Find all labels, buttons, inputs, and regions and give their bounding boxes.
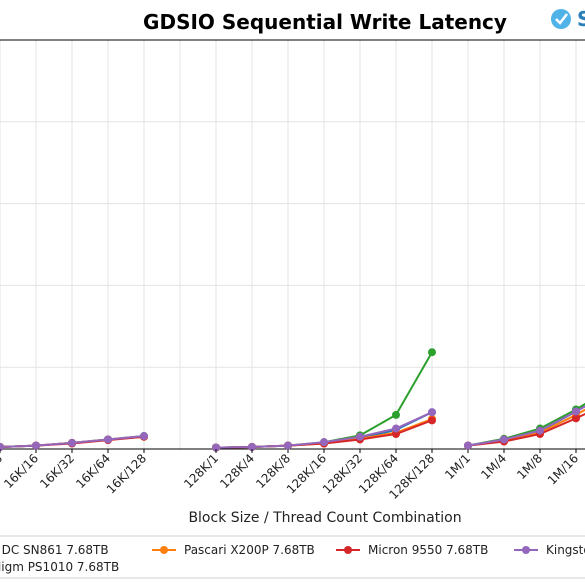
data-point [500,435,508,444]
brand-logo: S [551,7,585,31]
data-point [32,441,40,450]
x-tick-label: 128K/4 [217,451,257,491]
data-point [428,416,436,425]
series-group [0,348,585,452]
legend-swatch-marker [344,546,352,554]
logo-text: S [577,7,585,31]
legend-item: Pascari X200P 7.68TB [152,543,315,557]
legend-item: Disk DC SN861 7.68TB [0,543,109,557]
legend-item: Micron 9550 7.68TB [336,543,488,557]
plot-frame [0,39,585,450]
legend-entries: Disk DC SN861 7.68TB Pascari X200P 7.68TB… [0,543,585,574]
series-line [0,435,145,448]
data-point [320,438,328,447]
legend-label: Disk DC SN861 7.68TB [0,543,109,557]
x-axis-label: Block Size / Thread Count Combination [188,510,461,526]
series-layer [0,348,585,452]
grid [0,39,585,450]
legend-label: Micron 9550 7.68TB [368,543,488,557]
data-point [428,408,436,417]
data-point [572,407,580,416]
logo-icon [551,9,571,29]
x-tick-label: 16K/16 [1,451,41,491]
data-point [392,410,400,419]
data-point [572,414,580,423]
legend-item: Kingston [514,543,585,557]
x-tick-label: 1M/1 [442,451,473,482]
legend [0,535,585,579]
chart-title: GDSIO Sequential Write Latency [143,10,507,34]
series-group [0,405,585,452]
series-line [467,408,585,447]
series-group [0,412,585,452]
data-point [428,348,436,357]
data-point [68,438,76,447]
data-point [212,443,220,452]
data-point [248,442,256,451]
x-tick-label: 16K/128 [104,451,149,496]
data-point [536,426,544,435]
x-tick-label: 16K/32 [37,451,77,491]
data-point [104,435,112,444]
x-tick-label: 128K/1 [181,451,221,491]
legend-label: Kingston [546,543,585,557]
x-tick-label: 1M/16 [545,451,581,487]
legend-label: Pascari X200P 7.68TB [184,543,315,557]
data-point [356,432,364,441]
data-point [140,432,148,441]
legend-label: Solidigm PS1010 7.68TB [0,560,119,574]
legend-item: Solidigm PS1010 7.68TB [0,560,119,574]
x-tick-label: 1M/8 [514,451,545,482]
legend-swatch-marker [160,546,168,554]
data-point [464,441,472,450]
logo-check-icon [555,13,568,25]
series-line [467,412,585,447]
legend-swatch-marker [522,546,530,554]
data-point [0,442,4,451]
x-tick-label: 1M/4 [478,451,509,482]
data-point [284,441,292,450]
data-point [392,424,400,433]
